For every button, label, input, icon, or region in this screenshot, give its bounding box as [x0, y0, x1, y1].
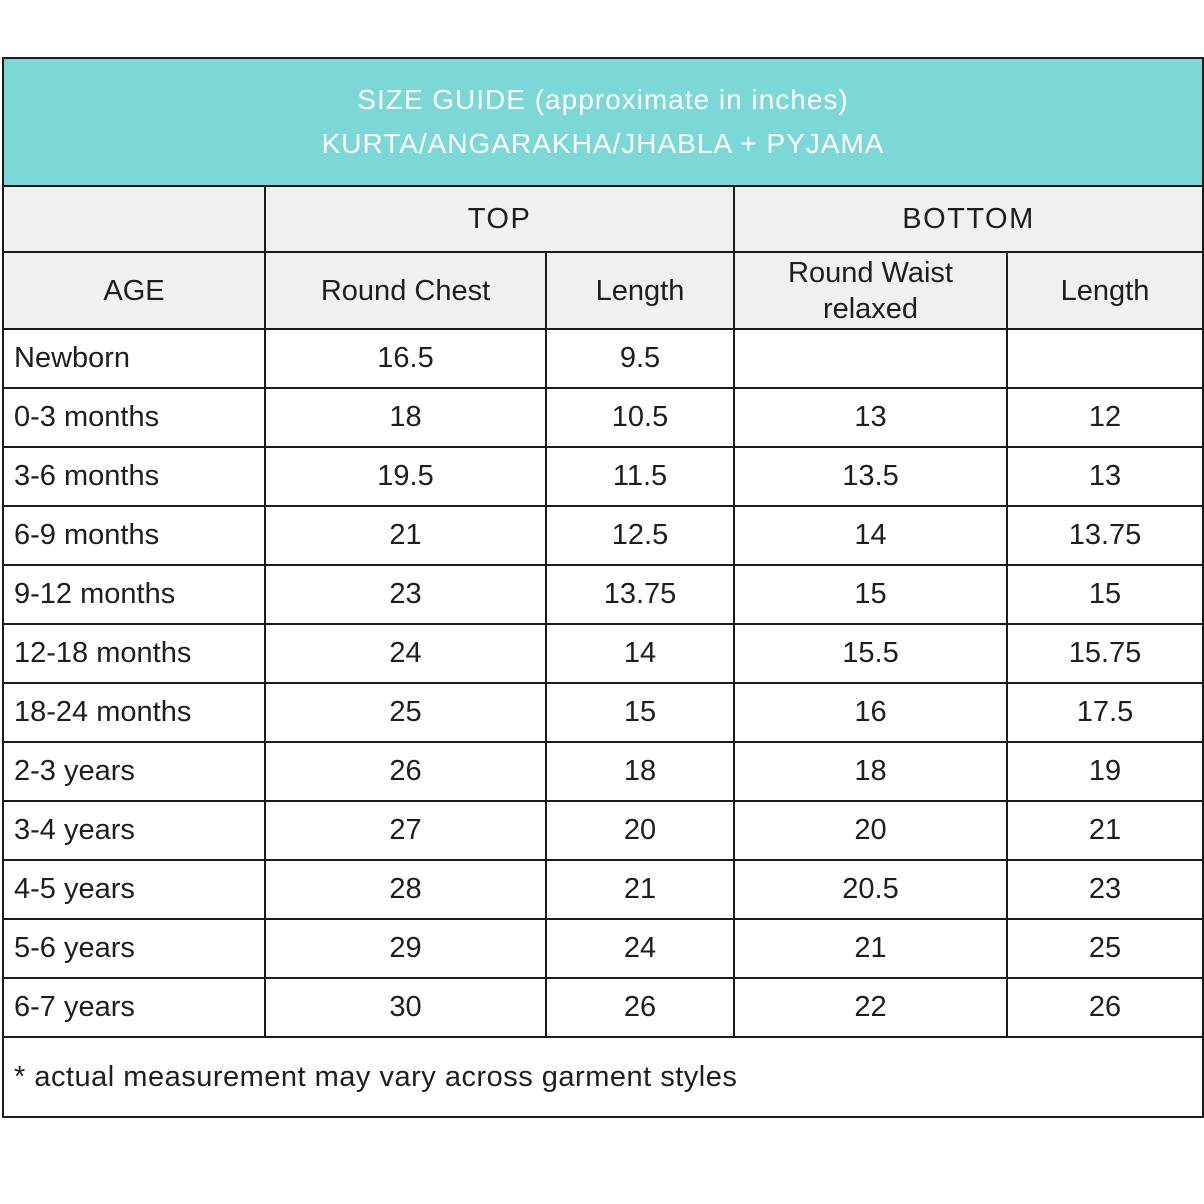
round-chest-cell: 26 [264, 741, 547, 802]
round-chest-cell: 18 [264, 387, 547, 448]
bottom-length-cell: 25 [1005, 918, 1204, 979]
bottom-length-cell [1005, 328, 1204, 389]
round-waist-cell: 22 [733, 977, 1008, 1038]
title-line-1: SIZE GUIDE (approximate in inches) [357, 84, 849, 115]
round-waist-cell: 13.5 [733, 446, 1008, 507]
col-header-age: AGE [2, 251, 266, 330]
age-cell: 9-12 months [2, 564, 266, 625]
bottom-length-cell: 19 [1005, 741, 1204, 802]
round-chest-cell: 23 [264, 564, 547, 625]
table-row-9-12-months: 9-12 months 23 13.75 15 15 [2, 564, 1204, 625]
col-header-round-waist: Round Waist relaxed [733, 251, 1008, 330]
top-length-cell: 9.5 [545, 328, 735, 389]
footnote-text: * actual measurement may vary across gar… [1, 1036, 1204, 1118]
top-length-cell: 21 [545, 859, 735, 920]
top-length-cell: 12.5 [545, 505, 735, 566]
table-row-newborn: Newborn 16.5 9.5 [2, 328, 1204, 389]
bottom-length-cell: 13 [1005, 446, 1204, 507]
age-cell: 6-7 years [2, 977, 266, 1038]
top-length-cell: 13.75 [545, 564, 735, 625]
round-waist-cell: 15 [733, 564, 1008, 625]
table-row-3-4-years: 3-4 years 27 20 20 21 [2, 800, 1204, 861]
age-cell: 3-4 years [2, 800, 266, 861]
top-group-header: TOP [264, 185, 735, 253]
size-guide-table: SIZE GUIDE (approximate in inches) KURTA… [1, 57, 1204, 1118]
group-header-row: TOP BOTTOM [2, 185, 1204, 253]
age-cell: 5-6 years [2, 918, 266, 979]
age-cell: 6-9 months [2, 505, 266, 566]
round-chest-cell: 30 [264, 977, 547, 1038]
top-length-cell: 20 [545, 800, 735, 861]
bottom-group-header: BOTTOM [732, 185, 1204, 253]
age-cell: Newborn [2, 328, 266, 389]
bottom-length-cell: 23 [1005, 859, 1204, 920]
table-row-6-7-years: 6-7 years 30 26 22 26 [2, 977, 1204, 1038]
bottom-length-cell: 15 [1005, 564, 1204, 625]
footnote-row: * actual measurement may vary across gar… [1, 1036, 1204, 1118]
age-cell: 4-5 years [2, 859, 266, 920]
bottom-length-cell: 12 [1005, 387, 1204, 448]
top-length-cell: 10.5 [545, 387, 735, 448]
round-waist-cell: 16 [733, 682, 1008, 743]
top-length-cell: 26 [545, 977, 735, 1038]
table-row-6-9-months: 6-9 months 21 12.5 14 13.75 [2, 505, 1204, 566]
top-length-cell: 18 [545, 741, 735, 802]
table-title: SIZE GUIDE (approximate in inches) KURTA… [1, 57, 1204, 187]
round-chest-cell: 19.5 [264, 446, 547, 507]
round-waist-cell: 20.5 [733, 859, 1008, 920]
top-length-cell: 14 [545, 623, 735, 684]
table-row-18-24-months: 18-24 months 25 15 16 17.5 [2, 682, 1204, 743]
round-waist-cell: 20 [733, 800, 1008, 861]
table-row-12-18-months: 12-18 months 24 14 15.5 15.75 [2, 623, 1204, 684]
round-chest-cell: 16.5 [264, 328, 547, 389]
top-length-cell: 24 [545, 918, 735, 979]
bottom-length-cell: 15.75 [1005, 623, 1204, 684]
top-length-cell: 11.5 [545, 446, 735, 507]
round-chest-cell: 24 [264, 623, 547, 684]
round-chest-cell: 28 [264, 859, 547, 920]
title-line-2: KURTA/ANGARAKHA/JHABLA + PYJAMA [321, 128, 885, 159]
bottom-length-cell: 13.75 [1005, 505, 1204, 566]
table-row-4-5-years: 4-5 years 28 21 20.5 23 [2, 859, 1204, 920]
round-waist-cell: 14 [733, 505, 1008, 566]
table-row-0-3-months: 0-3 months 18 10.5 13 12 [2, 387, 1204, 448]
round-waist-cell: 15.5 [733, 623, 1008, 684]
round-waist-cell [733, 328, 1008, 389]
round-chest-cell: 29 [264, 918, 547, 979]
title-row: SIZE GUIDE (approximate in inches) KURTA… [1, 57, 1204, 187]
round-waist-cell: 21 [733, 918, 1008, 979]
bottom-length-cell: 21 [1005, 800, 1204, 861]
round-chest-cell: 27 [264, 800, 547, 861]
round-chest-cell: 25 [264, 682, 547, 743]
age-cell: 3-6 months [2, 446, 266, 507]
age-cell: 12-18 months [2, 623, 266, 684]
blank-corner-cell [2, 185, 266, 253]
table-row-5-6-years: 5-6 years 29 24 21 25 [2, 918, 1204, 979]
top-length-cell: 15 [545, 682, 735, 743]
col-header-top-length: Length [545, 251, 735, 330]
bottom-length-cell: 17.5 [1005, 682, 1204, 743]
round-waist-cell: 18 [733, 741, 1008, 802]
table-row-3-6-months: 3-6 months 19.5 11.5 13.5 13 [2, 446, 1204, 507]
column-header-row: AGE Round Chest Length Round Waist relax… [2, 251, 1204, 330]
col-header-bottom-length: Length [1005, 251, 1204, 330]
round-chest-cell: 21 [264, 505, 547, 566]
col-header-round-chest: Round Chest [264, 251, 547, 330]
round-waist-cell: 13 [733, 387, 1008, 448]
table-row-2-3-years: 2-3 years 26 18 18 19 [2, 741, 1204, 802]
bottom-length-cell: 26 [1005, 977, 1204, 1038]
age-cell: 2-3 years [2, 741, 266, 802]
age-cell: 0-3 months [2, 387, 266, 448]
age-cell: 18-24 months [2, 682, 266, 743]
